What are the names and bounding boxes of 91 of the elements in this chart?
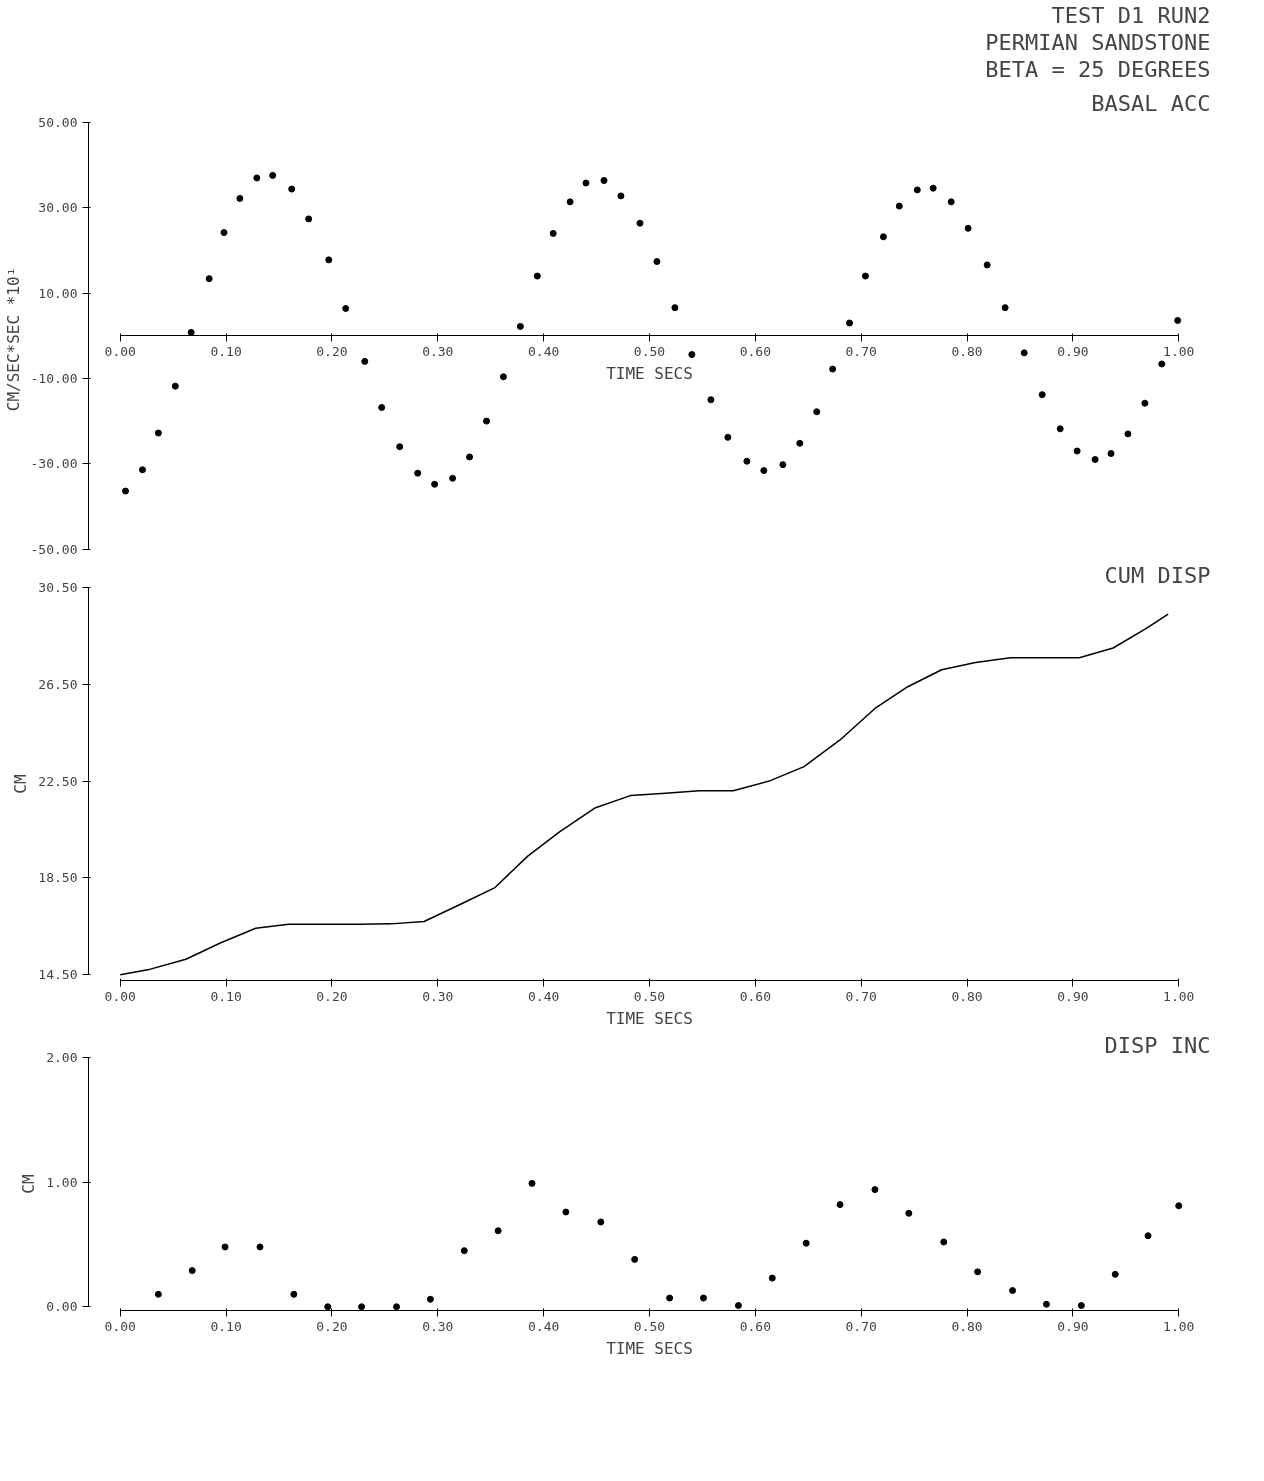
point	[1111, 1270, 1119, 1278]
point	[768, 1274, 776, 1282]
x-tick-label: 1.00	[1163, 1318, 1195, 1334]
point	[460, 1247, 468, 1255]
point	[562, 1208, 570, 1216]
x-tick-label: 0.60	[739, 1318, 772, 1334]
x-tick-label: 0.20	[316, 343, 348, 359]
x-tick-label: 0.00	[104, 1318, 136, 1334]
x-axis-title: TIME SECS	[606, 1338, 693, 1358]
y-tick-label: 0.00	[46, 1299, 78, 1315]
x-tick-label: 0.00	[104, 988, 136, 1004]
y-tick-label: 2.00	[46, 1050, 78, 1065]
point	[1175, 1202, 1183, 1210]
x-tick-label: 0.40	[528, 343, 560, 359]
point	[221, 1243, 229, 1251]
point	[290, 1290, 298, 1298]
y-tick-label: 14.50	[38, 967, 78, 983]
x-tick-label: 0.80	[951, 1318, 983, 1334]
x-tick-label: 1.00	[1163, 988, 1195, 1004]
point	[631, 1255, 639, 1263]
y-tick-label: -10.00	[30, 370, 78, 386]
x-tick-label: 1.00	[1163, 343, 1195, 359]
y-tick-label: -30.00	[30, 456, 78, 472]
text: TEST D1 RUN2	[1051, 2, 1211, 28]
x-axis-title: TIME SECS	[606, 1008, 693, 1028]
x-tick-label: 0.40	[528, 1318, 560, 1334]
point	[393, 1303, 401, 1311]
point	[905, 1209, 913, 1217]
x-tick-label: 0.30	[422, 1318, 454, 1334]
point	[528, 1179, 536, 1187]
y-tick-label: 22.50	[38, 773, 78, 789]
y-tick-label: 10.00	[38, 285, 78, 301]
x-tick-label: 0.70	[845, 1318, 877, 1334]
chart-title: BASAL ACC	[1091, 90, 1211, 116]
point	[734, 1302, 742, 1310]
point	[426, 1295, 434, 1303]
y-axis-title: CM	[19, 1174, 39, 1194]
point	[974, 1268, 982, 1276]
x-tick-label: 0.80	[951, 343, 983, 359]
x-tick-label: 0.20	[316, 1318, 348, 1334]
x-tick-label: 0.90	[1057, 988, 1089, 1004]
point	[1077, 1302, 1085, 1310]
y-tick-label: 30.00	[38, 200, 78, 216]
point	[1144, 1232, 1152, 1240]
y-axis-title: CM	[11, 774, 31, 794]
text: BETA = 25 DEGREES	[985, 56, 1211, 82]
point	[1042, 1300, 1050, 1308]
x-axis-title: TIME SECS	[606, 363, 693, 383]
x-tick-label: 0.00	[104, 343, 136, 359]
point	[666, 1294, 674, 1302]
point	[836, 1201, 844, 1209]
point	[1009, 1287, 1017, 1295]
x-tick-label: 0.10	[210, 988, 242, 1004]
y-tick-label: 1.00	[46, 1174, 78, 1190]
point	[358, 1303, 366, 1311]
point	[188, 1267, 196, 1275]
x-tick-label: 0.90	[1057, 1318, 1089, 1334]
x-tick-label: 0.70	[845, 988, 877, 1004]
y-tick-label: 30.50	[38, 580, 78, 595]
text: PERMIAN SANDSTONE	[985, 29, 1211, 55]
x-tick-label: 0.30	[422, 343, 454, 359]
y-axis-title: CM/SEC*SEC *10¹	[3, 266, 23, 412]
x-tick-label: 0.50	[633, 1318, 666, 1334]
x-tick-label: 0.60	[739, 988, 772, 1004]
point	[940, 1238, 948, 1246]
y-tick-label: 18.50	[38, 870, 78, 886]
point	[699, 1294, 707, 1302]
chart-title: CUM DISP	[1104, 562, 1211, 588]
x-tick-label: 0.20	[316, 988, 348, 1004]
y-tick-label: -50.00	[30, 541, 78, 557]
point	[324, 1303, 332, 1311]
point	[256, 1243, 264, 1251]
x-tick-label: 0.40	[528, 988, 560, 1004]
y-tick-label: 26.50	[38, 676, 78, 692]
y-tick-label: 50.00	[38, 115, 78, 130]
x-tick-label: 0.90	[1057, 343, 1089, 359]
line-series	[119, 613, 1169, 976]
chart-title: DISP INC	[1104, 1032, 1211, 1058]
x-tick-label: 0.50	[633, 988, 666, 1004]
point	[871, 1186, 879, 1194]
x-tick-label: 0.70	[845, 343, 877, 359]
point	[154, 1290, 162, 1298]
x-tick-label: 0.10	[210, 343, 242, 359]
point	[494, 1227, 502, 1235]
x-tick-label: 0.30	[422, 988, 454, 1004]
x-tick-label: 0.60	[739, 343, 772, 359]
x-tick-label: 0.80	[951, 988, 983, 1004]
point	[597, 1218, 605, 1226]
point	[802, 1239, 810, 1247]
x-tick-label: 0.10	[210, 1318, 242, 1334]
x-tick-label: 0.50	[633, 343, 666, 359]
